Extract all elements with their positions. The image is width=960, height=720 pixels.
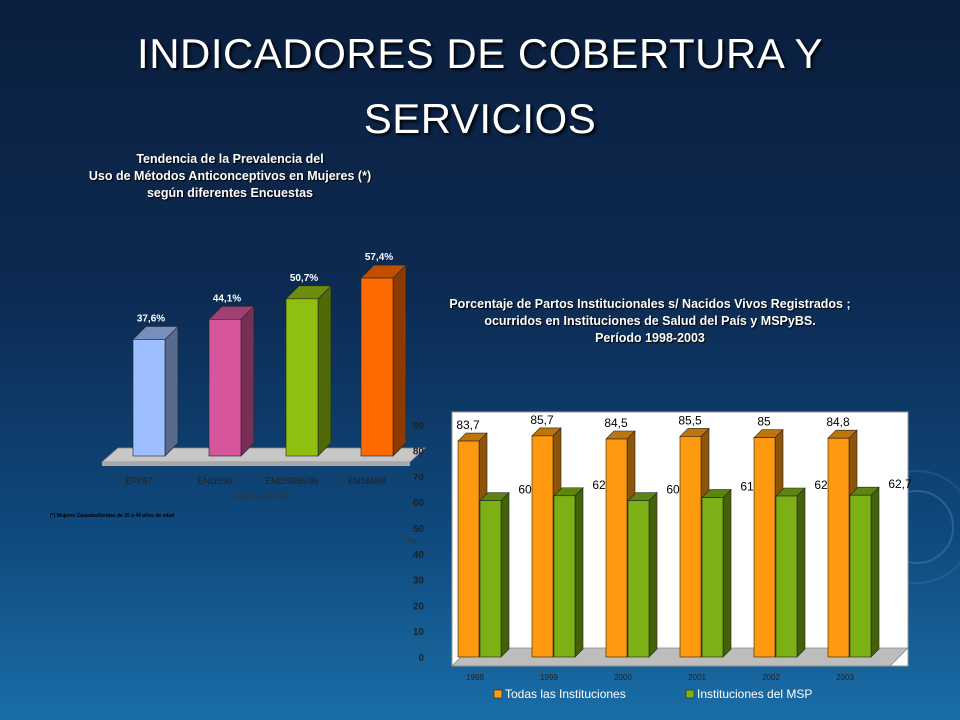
chart2-data-label: 84,5 [604,416,628,430]
chart1-footnote: (*) Mujeres Casadas/Unidas de 15 a 44 añ… [50,513,175,519]
chart2-ytick-label: 50 [413,524,425,535]
chart2-ytick-label: 30 [413,576,425,587]
chart2-legend-swatch-todas [493,689,503,699]
chart2-data-label: 85 [757,415,771,429]
chart2-bar-todas [679,436,702,658]
chart2-tick-label: 2002 [762,673,780,682]
chart1-floor-edge [102,462,410,466]
chart1-title-line: según diferentes Encuestas [146,186,314,200]
chart1-bar-side [164,325,179,457]
chart2-bar-todas [753,437,776,658]
chart2-tick-label: 1998 [466,673,484,682]
chart2-bar-todas [605,438,628,658]
chart2-tick-label: 1999 [540,673,558,682]
page-title-line2: SERVICIOS [363,95,597,142]
chart1-data-label: 37,6% [137,313,165,324]
chart2-tick-label: 2003 [836,673,854,682]
chart2-ytick-label: 40 [413,550,425,561]
chart2-data-label: 85,5 [678,413,702,427]
chart2-data-label: 62,7 [888,477,912,491]
chart2-bar-msp-side [574,487,584,658]
chart2-ytick-label: 20 [413,601,425,612]
chart1-bar-side [317,285,332,457]
chart1-tick-label: ENSMI98 [348,476,387,486]
chart2-data-label: 83,7 [456,418,480,432]
chart2-data-label: 84,8 [826,415,850,429]
chart2-bar-msp [627,500,650,658]
page-title-line1: INDICADORES DE COBERTURA Y [137,30,823,77]
chart2-bar-todas [531,435,554,658]
chart2-data-label: 85,7 [530,413,554,427]
chart2-bar-msp-side [648,491,658,658]
chart2-legend-label: Instituciones del MSP [697,687,812,701]
chart2-legend-swatch-msp [685,689,695,699]
chart2-bar-msp [479,500,502,658]
chart2-bar-msp-side [796,487,806,658]
chart2-bar-msp-side [870,486,880,658]
chart2-ytick-label: 10 [413,627,425,638]
chart2-bar-msp [553,495,576,658]
chart2-tick-label: 2001 [688,673,706,682]
chart1-bar [208,318,242,457]
chart1-bar-side [240,305,255,457]
chart2-ytick-label: 70 [413,472,425,483]
chart1-xlabel: ENCUESTAS [235,492,289,502]
chart2-ytick-label: 90 [413,421,425,432]
chart1-title-line: Tendencia de la Prevalencia del [136,152,324,166]
chart2-legend-label: Todas las Instituciones [505,687,626,701]
chart2-bar-msp [849,494,872,658]
chart1-bar [360,277,394,457]
chart1-tick-label: ENDS90 [197,476,232,486]
chart1-data-label: 57,4% [365,252,393,263]
chart2-title-line: Porcentaje de Partos Institucionales s/ … [449,297,851,311]
chart1-bar [132,339,166,457]
chart2-ytick-label: 60 [413,498,425,509]
chart1-data-label: 44,1% [213,293,241,304]
chart2-bar-msp [775,495,798,658]
chart2-bar-msp-side [500,491,510,658]
chart2-bar-msp-side [722,488,732,658]
chart1-tick-label: ENDSR95/96 [265,476,319,486]
chart2-bar-msp [701,497,724,658]
chart2-ylabel: % [408,536,416,546]
chart2-ytick-label: 80 [413,447,425,458]
chart2-title-line: Período 1998-2003 [595,331,705,345]
chart1-title: Tendencia de la Prevalencia del Uso de M… [60,151,400,202]
chart1-data-label: 50,7% [290,273,318,284]
chart2-tick-label: 2000 [614,673,632,682]
chart2-bar-todas [457,440,480,658]
chart1-bar-side [392,264,407,457]
chart2-ytick-label: 0 [418,653,424,664]
chart2-bar-todas [827,437,850,658]
chart1-title-line: Uso de Métodos Anticonceptivos en Mujere… [88,169,372,183]
chart2-title: Porcentaje de Partos Institucionales s/ … [420,296,880,347]
chart2-title-line: ocurridos en Instituciones de Salud del … [484,314,816,328]
chart1-tick-label: EPF87 [125,476,153,486]
chart1-bar [285,298,319,457]
